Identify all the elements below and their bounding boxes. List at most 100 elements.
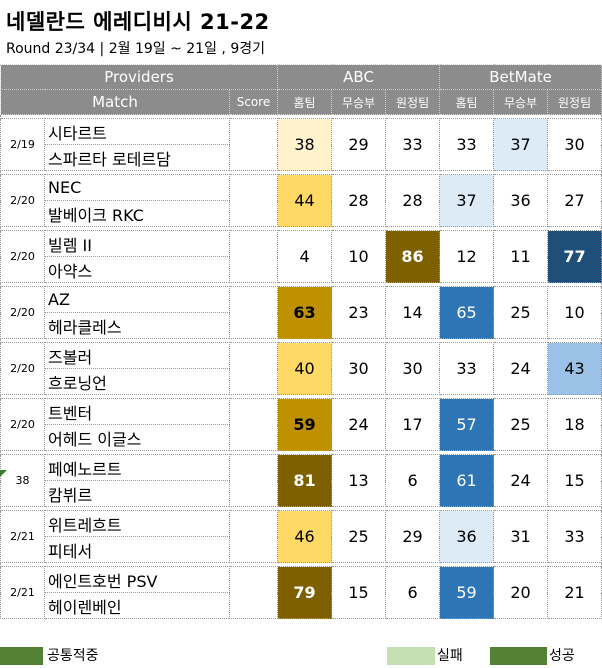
match-row-away: 발베이크 RKC bbox=[1, 200, 602, 227]
match-row-away: 흐로닝언 bbox=[1, 368, 602, 395]
legend-fail-swatch bbox=[387, 647, 435, 665]
row-spacer bbox=[0, 394, 602, 399]
abc-draw-probability: 15 bbox=[331, 566, 387, 619]
betmate-home-probability: 57 bbox=[439, 398, 495, 451]
away-team: 아약스 bbox=[44, 256, 230, 283]
match-row: 2/20 NEC 44 28 28 37 36 27 bbox=[0, 174, 602, 227]
betmate-away-header: 원정팀 bbox=[547, 89, 602, 115]
match-date: 2/20 bbox=[0, 398, 45, 451]
match-row-away: 아약스 bbox=[1, 256, 602, 283]
match-row-away: 스파르타 로테르담 bbox=[1, 144, 602, 171]
abc-home-probability: 63 bbox=[277, 286, 333, 339]
betmate-away-probability: 18 bbox=[547, 398, 602, 451]
abc-home-header: 홈팀 bbox=[277, 89, 333, 115]
abc-draw-probability: 24 bbox=[331, 398, 387, 451]
abc-home-probability: 44 bbox=[277, 174, 333, 227]
match-row: 2/20 즈볼러 40 30 30 33 24 43 bbox=[0, 342, 602, 395]
betmate-away-probability: 21 bbox=[547, 566, 602, 619]
betmate-draw-probability: 31 bbox=[493, 510, 549, 563]
match-row: 2/20 트벤터 59 24 17 57 25 18 bbox=[0, 398, 602, 451]
match-row-away: 피테서 bbox=[1, 536, 602, 563]
betmate-home-probability: 65 bbox=[439, 286, 495, 339]
row-spacer bbox=[0, 338, 602, 343]
abc-away-probability: 30 bbox=[385, 342, 441, 395]
away-team: 캄뷔르 bbox=[44, 480, 230, 507]
legend: 공통적중 실패 성공 bbox=[0, 647, 602, 668]
providers-header: Providers bbox=[0, 64, 279, 90]
abc-away-probability: 14 bbox=[385, 286, 441, 339]
row-spacer bbox=[0, 114, 602, 119]
betmate-away-probability: 30 bbox=[547, 118, 602, 171]
abc-draw-probability: 10 bbox=[331, 230, 387, 283]
betmate-draw-probability: 36 bbox=[493, 174, 549, 227]
match-row: 2/20 빌렘 II 4 10 86 12 11 77 bbox=[0, 230, 602, 283]
abc-home-probability: 4 bbox=[277, 230, 333, 283]
abc-draw-probability: 25 bbox=[331, 510, 387, 563]
betmate-draw-probability: 37 bbox=[493, 118, 549, 171]
match-score bbox=[228, 118, 279, 171]
abc-draw-probability: 29 bbox=[331, 118, 387, 171]
home-team: 위트레흐트 bbox=[44, 510, 230, 537]
home-team: AZ bbox=[44, 286, 230, 313]
match-row: 2/20 AZ 63 23 14 65 25 10 bbox=[0, 286, 602, 339]
prediction-table: Providers ABC BetMate Match Score 홈팀 무승부… bbox=[0, 64, 602, 619]
abc-away-probability: 17 bbox=[385, 398, 441, 451]
abc-away-probability: 33 bbox=[385, 118, 441, 171]
match-score bbox=[228, 398, 279, 451]
betmate-home-header: 홈팀 bbox=[439, 89, 495, 115]
match-row-away: 어헤드 이글스 bbox=[1, 424, 602, 451]
row-spacer bbox=[0, 562, 602, 567]
abc-home-probability: 59 bbox=[277, 398, 333, 451]
match-date: 2/19 bbox=[0, 118, 45, 171]
betmate-away-probability: 77 bbox=[547, 230, 602, 283]
betmate-draw-probability: 24 bbox=[493, 342, 549, 395]
match-score bbox=[228, 286, 279, 339]
abc-draw-probability: 28 bbox=[331, 174, 387, 227]
abc-draw-probability: 13 bbox=[331, 454, 387, 507]
match-date: 2/20 bbox=[0, 342, 45, 395]
match-score bbox=[228, 510, 279, 563]
betmate-away-probability: 43 bbox=[547, 342, 602, 395]
abc-draw-header: 무승부 bbox=[331, 89, 387, 115]
betmate-home-probability: 33 bbox=[439, 342, 495, 395]
match-row: 2/19 시타르트 38 29 33 33 37 30 bbox=[0, 118, 602, 171]
betmate-draw-probability: 25 bbox=[493, 286, 549, 339]
betmate-away-probability: 10 bbox=[547, 286, 602, 339]
away-team: 피테서 bbox=[44, 536, 230, 563]
match-header: Match bbox=[0, 89, 230, 115]
provider-betmate-header: BetMate bbox=[439, 64, 602, 90]
match-date: 38 bbox=[0, 454, 45, 507]
provider-abc-header: ABC bbox=[277, 64, 441, 90]
row-spacer bbox=[0, 170, 602, 175]
corner-marker-icon bbox=[0, 470, 7, 477]
abc-away-probability: 6 bbox=[385, 566, 441, 619]
home-team: 트벤터 bbox=[44, 398, 230, 425]
match-row-away: 캄뷔르 bbox=[1, 480, 602, 507]
away-team: 헤라클레스 bbox=[44, 312, 230, 339]
betmate-home-probability: 36 bbox=[439, 510, 495, 563]
home-team: 즈볼러 bbox=[44, 342, 230, 369]
abc-away-probability: 28 bbox=[385, 174, 441, 227]
match-score bbox=[228, 342, 279, 395]
betmate-draw-probability: 25 bbox=[493, 398, 549, 451]
abc-draw-probability: 30 bbox=[331, 342, 387, 395]
betmate-home-probability: 33 bbox=[439, 118, 495, 171]
betmate-draw-probability: 24 bbox=[493, 454, 549, 507]
match-date: 2/20 bbox=[0, 174, 45, 227]
legend-common-swatch bbox=[0, 647, 43, 665]
round-info: Round 23/34 | 2월 19일 ~ 21일 , 9경기 bbox=[6, 41, 265, 57]
betmate-home-probability: 12 bbox=[439, 230, 495, 283]
match-date: 2/21 bbox=[0, 510, 45, 563]
row-spacer bbox=[0, 226, 602, 231]
abc-home-probability: 79 bbox=[277, 566, 333, 619]
away-team: 흐로닝언 bbox=[44, 368, 230, 395]
match-row-away: 헤이렌베인 bbox=[1, 592, 602, 619]
betmate-home-probability: 59 bbox=[439, 566, 495, 619]
legend-success-label: 성공 bbox=[549, 648, 575, 664]
betmate-home-probability: 37 bbox=[439, 174, 495, 227]
home-team: 에인트호번 PSV bbox=[44, 566, 230, 593]
abc-home-probability: 40 bbox=[277, 342, 333, 395]
match-date: 2/20 bbox=[0, 286, 45, 339]
match-row: 2/21 위트레흐트 46 25 29 36 31 33 bbox=[0, 510, 602, 563]
abc-away-probability: 86 bbox=[385, 230, 441, 283]
